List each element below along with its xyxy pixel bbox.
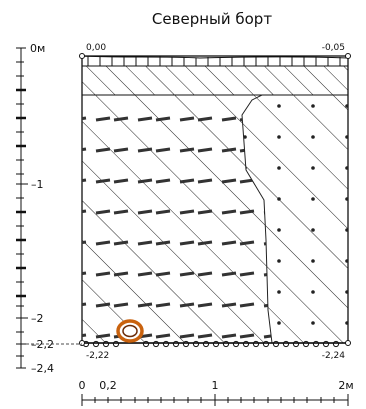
corner-marker-tl xyxy=(79,53,85,59)
depth-tick-4: –2,4 xyxy=(31,362,54,375)
depth-tick-0: 0м xyxy=(30,42,45,55)
top-turf-layer xyxy=(81,55,349,67)
corner-marker-br xyxy=(345,340,351,346)
corner-marker-bl xyxy=(79,340,85,346)
corner-label-bottom-right: -2,24 xyxy=(322,351,346,361)
drawing-title: Северный борт xyxy=(152,10,272,28)
depth-tick-3: –2,2 xyxy=(31,338,54,351)
upper-hatched-layer xyxy=(81,65,349,96)
left-dashed-layer xyxy=(82,95,272,343)
width-scale: 0 0,2 1 2м xyxy=(79,379,354,406)
corner-label-top-left: 0,00 xyxy=(86,43,106,53)
corner-marker-tr xyxy=(345,53,351,59)
layer-boundary xyxy=(241,94,273,344)
depth-tick-2: –2 xyxy=(31,312,44,325)
find-ring-marker xyxy=(116,319,144,343)
width-tick-3: 2м xyxy=(338,379,353,392)
bottom-boundary xyxy=(82,340,348,348)
depth-scale: 0м –1 –2 –2,2 –2,4 xyxy=(16,42,82,375)
corner-label-bottom-left: -2,22 xyxy=(86,351,109,361)
width-tick-2: 1 xyxy=(212,379,219,392)
width-tick-1: 0,2 xyxy=(99,379,117,392)
corner-label-top-right: -0,05 xyxy=(322,43,345,53)
width-tick-0: 0 xyxy=(79,379,86,392)
depth-tick-1: –1 xyxy=(31,178,44,191)
